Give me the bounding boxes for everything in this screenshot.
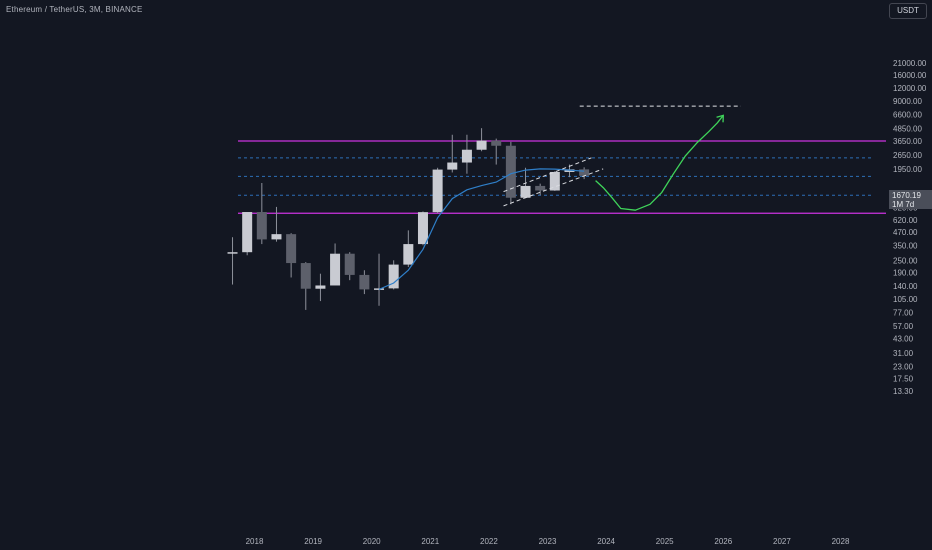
- candle-down: [579, 169, 590, 176]
- candle-down: [535, 185, 546, 191]
- time-axis: 2018 2019 2020 2021 2022 2023 2024 2025 2026 2027…: [246, 537, 850, 546]
- y-tick-label: 31.00: [893, 349, 914, 358]
- candle-up: [476, 140, 487, 150]
- y-tick-label: 470.00: [893, 228, 918, 237]
- y-tick-label: 77.00: [893, 309, 914, 318]
- x-tick-label: 2018: [246, 537, 264, 546]
- x-tick-label: 2022: [480, 537, 498, 546]
- candle-up: [227, 252, 238, 254]
- horizontal-levels: [238, 140, 886, 214]
- y-tick-label: 105.00: [893, 295, 918, 304]
- y-tick-label: 1950.00: [893, 165, 922, 174]
- y-tick-label: 140.00: [893, 282, 918, 291]
- candle-up: [403, 244, 414, 265]
- candle-up: [549, 171, 560, 191]
- candle-up: [271, 234, 282, 240]
- candle-down: [256, 212, 267, 240]
- projection-path: [595, 114, 724, 211]
- candle-down: [286, 234, 297, 264]
- channel-upper-line: [503, 157, 592, 193]
- y-tick-label: 21000.00: [893, 59, 927, 68]
- candle-down: [359, 274, 370, 290]
- candles: [227, 128, 590, 310]
- moving-average-line: [378, 168, 585, 290]
- candle-up: [315, 285, 326, 289]
- candle-up: [242, 212, 253, 253]
- y-tick-label: 43.00: [893, 335, 914, 344]
- y-tick-label: 57.00: [893, 322, 914, 331]
- candle-down: [491, 140, 502, 146]
- last-price: 1670.19: [892, 191, 921, 200]
- candle-up: [417, 212, 428, 245]
- y-tick-label: 190.00: [893, 269, 918, 278]
- y-tick-label: 4850.00: [893, 124, 922, 133]
- y-tick-label: 250.00: [893, 256, 918, 265]
- y-tick-label: 17.50: [893, 375, 914, 384]
- candle-down: [505, 145, 516, 198]
- candle-up: [432, 169, 443, 213]
- x-tick-label: 2020: [363, 537, 381, 546]
- x-tick-label: 2023: [539, 537, 557, 546]
- candle-up: [447, 162, 458, 170]
- price-axis: 21000.00 16000.00 12000.00 9000.00 6600.00 48…: [893, 59, 927, 396]
- y-tick-label: 16000.00: [893, 71, 927, 80]
- projection-arrowhead: [716, 114, 724, 123]
- x-tick-label: 2019: [304, 537, 322, 546]
- candle-up: [461, 149, 472, 163]
- y-tick-label: 23.00: [893, 362, 914, 371]
- x-tick-label: 2028: [832, 537, 850, 546]
- candle-down: [344, 253, 355, 275]
- drawings: [378, 105, 741, 290]
- y-tick-label: 2650.00: [893, 151, 922, 160]
- channel-lower-line: [503, 168, 604, 207]
- candle-up: [388, 264, 399, 289]
- candle-up: [330, 253, 341, 286]
- bar-countdown: 1M 7d: [892, 200, 915, 209]
- y-tick-label: 12000.00: [893, 84, 927, 93]
- x-tick-label: 2026: [714, 537, 732, 546]
- x-tick-label: 2024: [597, 537, 615, 546]
- currency-selector-button[interactable]: USDT: [889, 3, 927, 19]
- x-tick-label: 2021: [421, 537, 439, 546]
- last-price-tag: 1670.19 1M 7d: [889, 190, 932, 209]
- symbol-title: Ethereum / TetherUS, 3M, BINANCE: [6, 5, 143, 14]
- y-tick-label: 13.30: [893, 387, 914, 396]
- x-tick-label: 2025: [656, 537, 674, 546]
- candle-up: [520, 185, 531, 198]
- y-tick-label: 620.00: [893, 216, 918, 225]
- y-tick-label: 6600.00: [893, 111, 922, 120]
- y-tick-label: 350.00: [893, 241, 918, 250]
- y-tick-label: 9000.00: [893, 97, 922, 106]
- y-tick-label: 3650.00: [893, 137, 922, 146]
- x-tick-label: 2027: [773, 537, 791, 546]
- candle-down: [300, 263, 311, 289]
